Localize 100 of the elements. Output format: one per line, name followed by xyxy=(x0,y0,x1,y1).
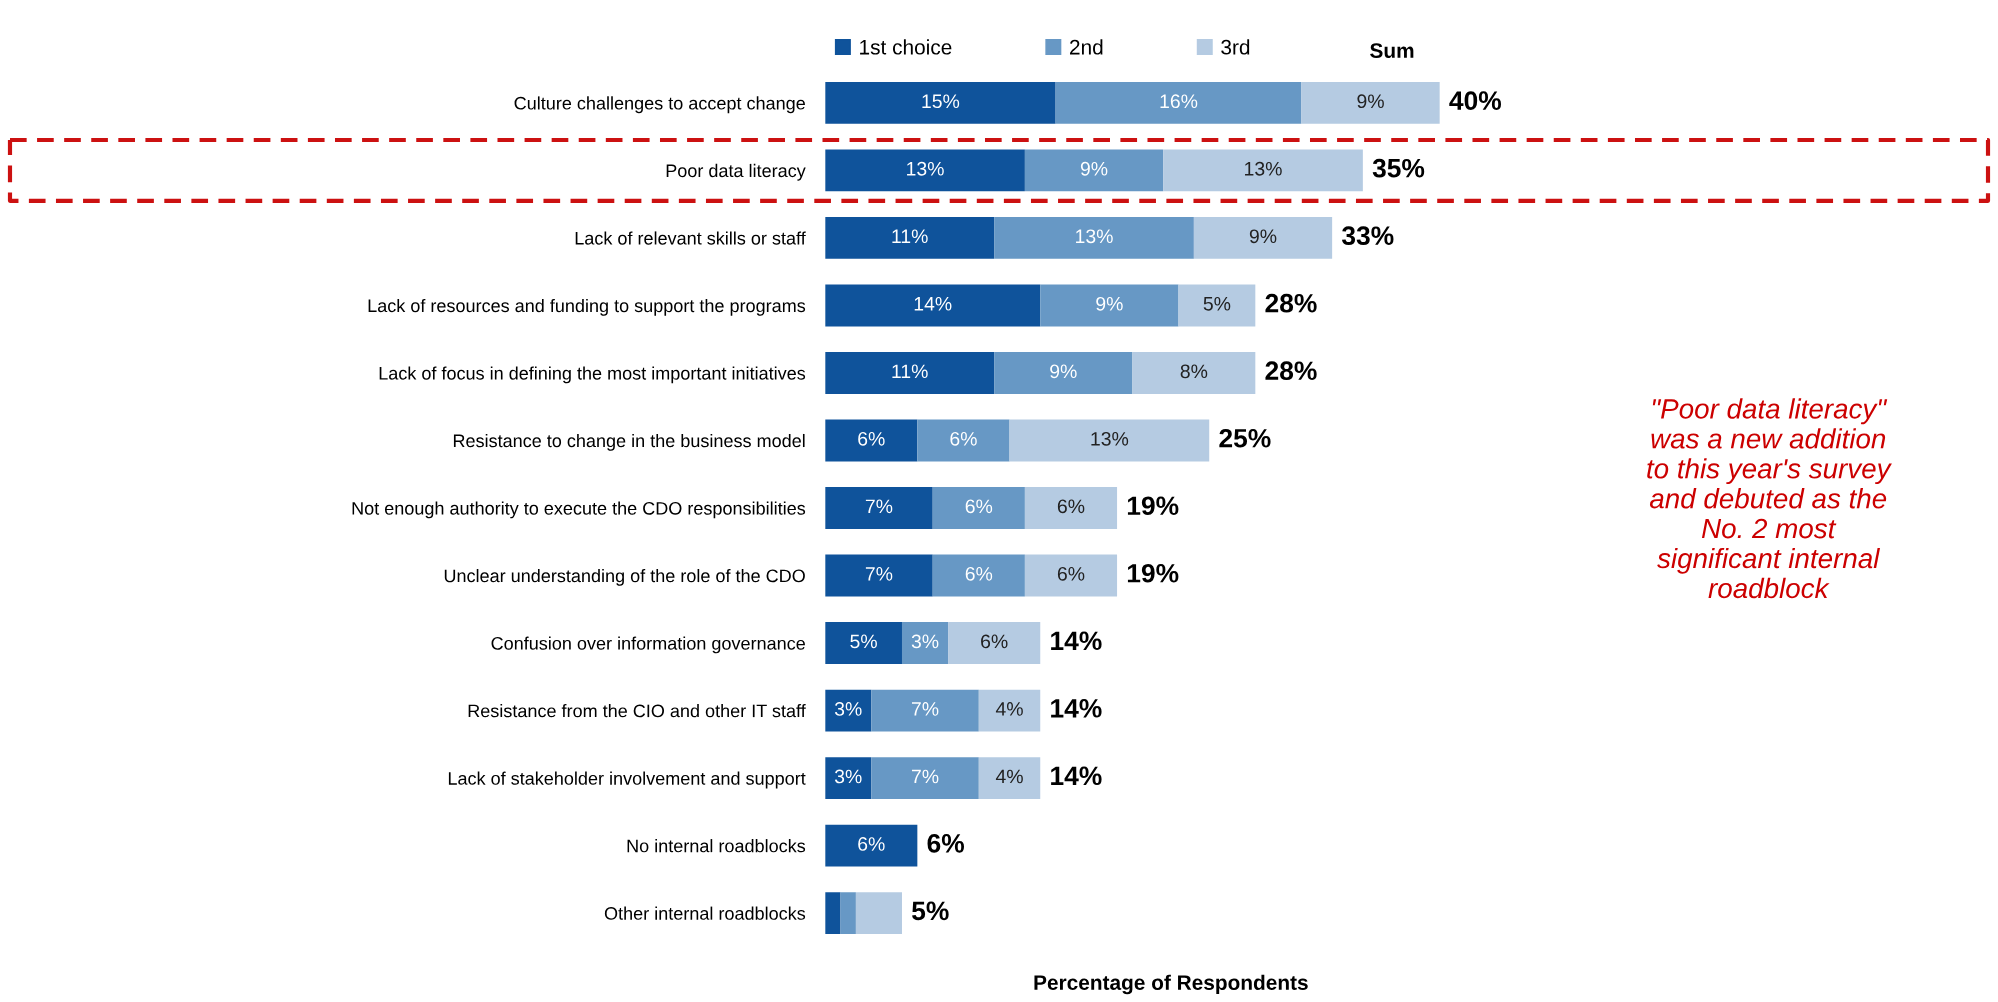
total-label: 14% xyxy=(1051,766,1102,786)
bar xyxy=(1055,81,1302,124)
bar xyxy=(1009,419,1210,462)
bar xyxy=(994,352,1133,394)
bar xyxy=(825,892,841,935)
total-label: 35% xyxy=(1372,158,1425,178)
data-label: 6% xyxy=(858,837,885,851)
legend-label: 1st choice xyxy=(860,39,952,55)
total-label: 33% xyxy=(1341,226,1394,246)
data-label: 11% xyxy=(892,229,928,244)
x-axis-title: Percentage of Respondents xyxy=(1034,974,1308,995)
bar xyxy=(825,284,1041,327)
y-tick-label: Lack of resources and funding to support the programs xyxy=(368,298,806,316)
total-label: 19% xyxy=(1127,496,1179,516)
data-label: 6% xyxy=(1057,566,1085,581)
bar xyxy=(840,892,856,935)
total-label: 5% xyxy=(912,901,949,921)
bar xyxy=(1163,149,1363,192)
data-label: 6% xyxy=(950,431,977,446)
y-tick-label: No internal roadblocks xyxy=(627,839,806,853)
bar xyxy=(901,622,949,664)
data-label: 7% xyxy=(865,499,893,514)
data-label: 16% xyxy=(1160,94,1198,109)
bar xyxy=(932,487,1025,529)
bar xyxy=(1193,217,1333,259)
bar xyxy=(1024,554,1118,597)
bar xyxy=(1132,352,1256,394)
bar xyxy=(871,689,979,732)
bar xyxy=(825,824,918,867)
total-label: 25% xyxy=(1219,428,1271,448)
data-label: 5% xyxy=(850,634,877,649)
data-label: 9% xyxy=(1096,296,1123,311)
data-label: 14% xyxy=(914,296,952,311)
y-tick-label: Other internal roadblocks xyxy=(604,906,806,920)
y-tick-label: Poor data literacy xyxy=(666,163,806,181)
bar xyxy=(825,419,918,462)
data-label: 5% xyxy=(1203,296,1231,311)
total-label: 19% xyxy=(1127,563,1179,583)
text: Sum xyxy=(1370,43,1414,58)
bar xyxy=(932,554,1025,597)
y-tick-label: Resistance from the CIO and other IT staff xyxy=(468,704,806,718)
bar xyxy=(1040,284,1179,327)
data-label: 13% xyxy=(1076,229,1113,244)
data-label: 9% xyxy=(1357,94,1384,109)
bar xyxy=(1301,81,1440,124)
bar xyxy=(978,757,1041,800)
bar xyxy=(825,352,995,394)
bar xyxy=(825,81,1056,124)
bar xyxy=(1178,284,1256,327)
bar xyxy=(1024,487,1118,529)
total-label: 40% xyxy=(1449,91,1502,110)
data-label: 15% xyxy=(922,94,960,109)
total-label: 28% xyxy=(1265,293,1317,313)
data-label: 6% xyxy=(965,499,993,514)
data-label: 4% xyxy=(995,702,1023,716)
legend-label: 2nd xyxy=(1070,39,1103,55)
y-tick-label: Lack of relevant skills or staff xyxy=(575,231,806,245)
bar xyxy=(825,689,872,732)
bar xyxy=(917,419,1010,462)
data-label: 7% xyxy=(865,567,893,581)
data-label: 3% xyxy=(911,634,939,649)
bar xyxy=(825,757,872,800)
bar xyxy=(978,689,1041,732)
bar xyxy=(1024,149,1164,192)
data-label: 13% xyxy=(1091,431,1129,446)
total-label: 14% xyxy=(1051,699,1102,718)
y-tick-label: Unclear understanding of the role of the CDO xyxy=(444,568,805,586)
data-label: 7% xyxy=(911,769,939,784)
data-label: 3% xyxy=(834,702,862,716)
data-label: 6% xyxy=(981,634,1008,649)
data-label: 6% xyxy=(965,566,993,581)
text: "Poor data literacy" was a new addition to this year's survey and debuted as the No. 2 most significant internal roadblock xyxy=(1647,398,1892,599)
data-label: 6% xyxy=(858,431,885,446)
y-tick-label: Not enough authority to execute the CDO responsibilities xyxy=(352,501,806,519)
legend-label: 3rd xyxy=(1221,39,1250,55)
data-label: 13% xyxy=(907,161,944,176)
bar xyxy=(994,217,1194,259)
bar xyxy=(825,622,902,664)
data-label: 3% xyxy=(834,769,862,784)
data-label: 13% xyxy=(1245,161,1282,176)
bar xyxy=(948,622,1041,664)
data-label: 8% xyxy=(1180,364,1208,379)
total-label: 14% xyxy=(1051,631,1102,651)
total-label: 6% xyxy=(927,834,965,853)
bar xyxy=(825,487,933,529)
bar xyxy=(871,757,979,800)
data-label: 11% xyxy=(892,364,928,379)
y-tick-label: Lack of stakeholder involvement and support xyxy=(448,771,806,789)
data-label: 9% xyxy=(1249,229,1277,244)
bar xyxy=(825,149,1025,192)
data-label: 9% xyxy=(1080,161,1108,176)
y-tick-label: Lack of focus in defining the most important initiatives xyxy=(379,366,806,384)
bar xyxy=(825,554,933,597)
data-label: 9% xyxy=(1050,364,1077,379)
data-label: 4% xyxy=(995,769,1023,784)
bar xyxy=(855,892,902,935)
y-tick-label: Culture challenges to accept change xyxy=(514,96,805,114)
data-label: 6% xyxy=(1057,499,1085,514)
y-tick-label: Confusion over information governance xyxy=(491,636,805,654)
total-label: 28% xyxy=(1265,361,1317,381)
